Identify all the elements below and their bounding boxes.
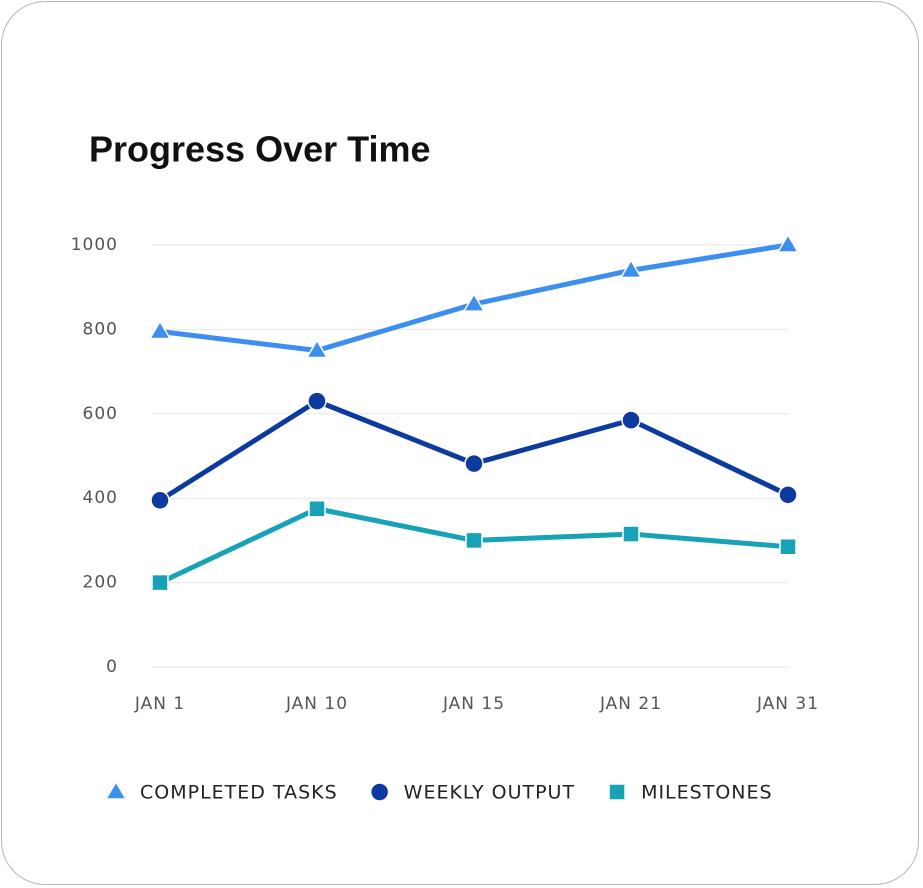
point xyxy=(776,233,800,253)
point xyxy=(151,573,169,592)
point xyxy=(622,525,640,543)
x-tick-label: JAN 21 xyxy=(599,694,662,714)
point xyxy=(464,453,484,474)
x-tick-label: JAN 10 xyxy=(285,694,348,714)
point xyxy=(779,537,797,556)
point xyxy=(148,320,172,340)
y-tick-label: 1000 xyxy=(71,235,118,255)
legend-label: MILESTONES xyxy=(641,782,773,804)
point xyxy=(778,485,798,505)
y-tick-label: 400 xyxy=(83,488,118,508)
point xyxy=(621,410,641,430)
legend-label: WEEKLY OUTPUT xyxy=(404,782,575,804)
point xyxy=(462,292,486,312)
point xyxy=(305,339,329,359)
point xyxy=(150,490,170,511)
y-tick-label: 0 xyxy=(106,657,118,677)
point xyxy=(307,391,327,411)
legend-marker xyxy=(608,783,626,801)
x-tick-label: JAN 31 xyxy=(756,694,819,714)
legend-marker xyxy=(104,780,128,800)
x-tick-label: JAN 15 xyxy=(442,694,505,714)
point xyxy=(308,500,326,518)
x-tick-label: JAN 1 xyxy=(134,694,185,714)
legend-marker xyxy=(369,782,390,802)
y-tick-label: 800 xyxy=(83,319,118,339)
chart-title: Progress Over Time xyxy=(89,129,431,170)
legend-label: COMPLETED TASKS xyxy=(140,782,338,804)
point xyxy=(619,258,643,279)
series-line xyxy=(157,398,791,503)
y-tick-label: 200 xyxy=(83,573,118,593)
point xyxy=(465,531,483,550)
y-tick-label: 600 xyxy=(83,404,118,424)
